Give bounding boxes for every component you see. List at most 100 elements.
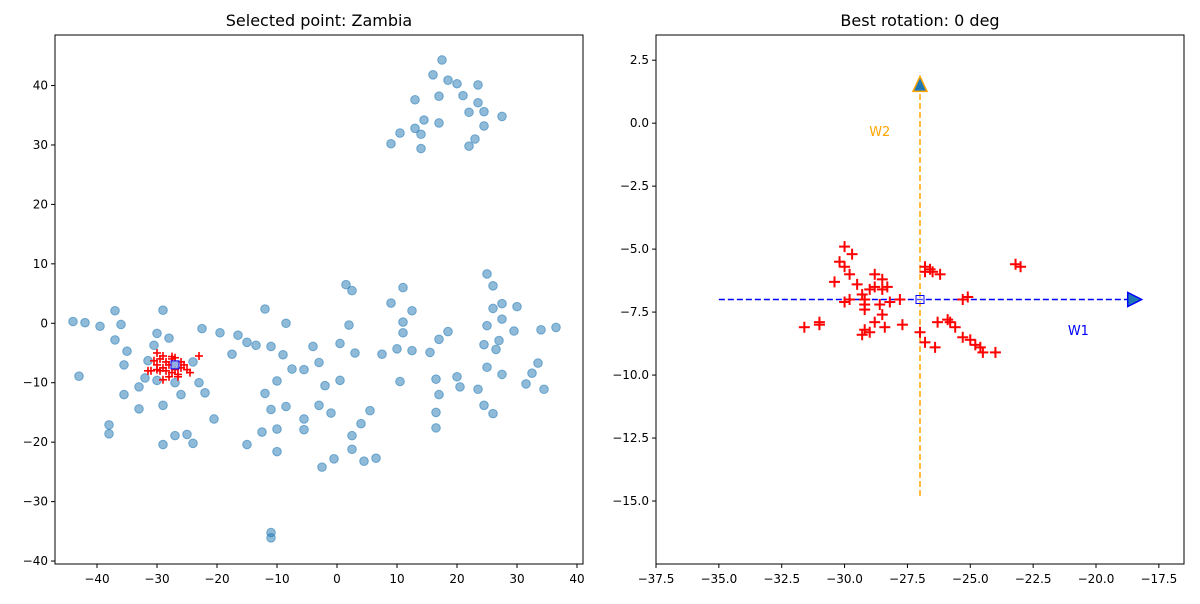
- data-point: [317, 462, 327, 472]
- data-point: [233, 330, 243, 340]
- data-point: [122, 346, 132, 357]
- data-point: [407, 305, 417, 316]
- data-point: [431, 423, 441, 433]
- data-point: [395, 128, 405, 138]
- data-point: [494, 335, 504, 346]
- data-point: [473, 97, 483, 108]
- data-point: [491, 344, 501, 355]
- data-point: [158, 439, 168, 450]
- data-point: [80, 317, 90, 328]
- y-tick-label: −40: [23, 554, 48, 568]
- data-point: [533, 358, 543, 368]
- data-point: [509, 326, 519, 336]
- data-point: [134, 382, 144, 392]
- y-tick-label: −5.0: [620, 242, 649, 256]
- y-tick-label: −12.5: [612, 431, 649, 445]
- x-tick-label: −22.5: [1015, 572, 1052, 586]
- data-point: [188, 357, 198, 367]
- vector-w2-label: W2: [869, 125, 890, 140]
- data-point: [392, 344, 402, 354]
- x-tick-label: −20: [204, 572, 229, 586]
- y-tick-label: 0: [40, 316, 48, 330]
- x-tick-label: −32.5: [763, 572, 800, 586]
- data-point: [479, 121, 489, 131]
- data-point: [482, 320, 492, 331]
- axes-frame: [54, 34, 584, 565]
- data-point: [200, 388, 210, 398]
- data-point: [455, 382, 465, 392]
- y-tick-label: −20: [23, 435, 48, 449]
- data-point: [434, 118, 444, 128]
- data-point: [350, 348, 360, 358]
- data-point: [416, 129, 426, 140]
- y-tick-label: 2.5: [630, 53, 649, 67]
- data-point: [479, 339, 489, 350]
- data-point: [398, 327, 408, 338]
- data-point: [443, 326, 453, 337]
- y-tick-label: −15.0: [612, 494, 649, 508]
- x-tick-label: −40: [84, 572, 109, 586]
- data-point: [281, 401, 291, 412]
- data-point: [266, 533, 276, 543]
- data-point: [314, 357, 324, 368]
- data-point: [344, 320, 354, 330]
- y-tick-label: −10.0: [612, 368, 649, 382]
- data-point: [314, 400, 324, 411]
- data-point: [134, 404, 144, 414]
- data-point: [299, 414, 309, 424]
- vector-w2-arrowhead: [911, 74, 929, 93]
- data-point: [371, 453, 381, 464]
- data-point: [359, 456, 369, 466]
- data-point: [464, 107, 474, 118]
- data-point: [116, 319, 126, 330]
- data-point: [551, 322, 561, 333]
- data-point: [110, 335, 120, 345]
- data-point: [299, 364, 309, 375]
- x-tick-label: −35.0: [700, 572, 737, 586]
- data-point: [164, 333, 174, 343]
- data-point: [437, 55, 447, 65]
- data-point: [398, 317, 408, 327]
- data-point: [227, 349, 237, 359]
- x-tick-label: −25.0: [952, 572, 989, 586]
- selected-point: [170, 360, 180, 370]
- data-point: [251, 340, 261, 351]
- data-point: [266, 341, 276, 352]
- data-point: [281, 318, 291, 329]
- data-point: [74, 371, 84, 381]
- data-point: [68, 316, 78, 327]
- data-point: [410, 94, 420, 105]
- data-point: [398, 282, 408, 293]
- data-point: [512, 301, 522, 312]
- data-point: [272, 446, 282, 457]
- x-tick-label: −37.5: [638, 572, 675, 586]
- data-point: [419, 115, 429, 125]
- data-point: [416, 143, 426, 154]
- data-point: [119, 389, 129, 400]
- data-point: [458, 90, 468, 101]
- data-point: [299, 424, 309, 435]
- data-point: [347, 285, 357, 296]
- data-point: [497, 314, 507, 324]
- data-point: [407, 345, 417, 356]
- data-point: [488, 303, 498, 314]
- data-point: [470, 134, 480, 144]
- data-point: [209, 414, 219, 424]
- data-point: [104, 420, 114, 430]
- data-point: [482, 362, 492, 373]
- data-point: [329, 453, 339, 464]
- x-tick-label: 10: [389, 572, 404, 586]
- data-point: [395, 376, 405, 387]
- data-point: [260, 388, 270, 399]
- data-point: [320, 380, 330, 391]
- y-tick-label: 10: [33, 257, 48, 271]
- data-point: [431, 374, 441, 384]
- data-point: [242, 439, 252, 450]
- data-point: [356, 418, 366, 429]
- data-point: [260, 304, 270, 314]
- data-point: [527, 368, 537, 379]
- data-point: [170, 430, 180, 441]
- data-point: [335, 375, 345, 386]
